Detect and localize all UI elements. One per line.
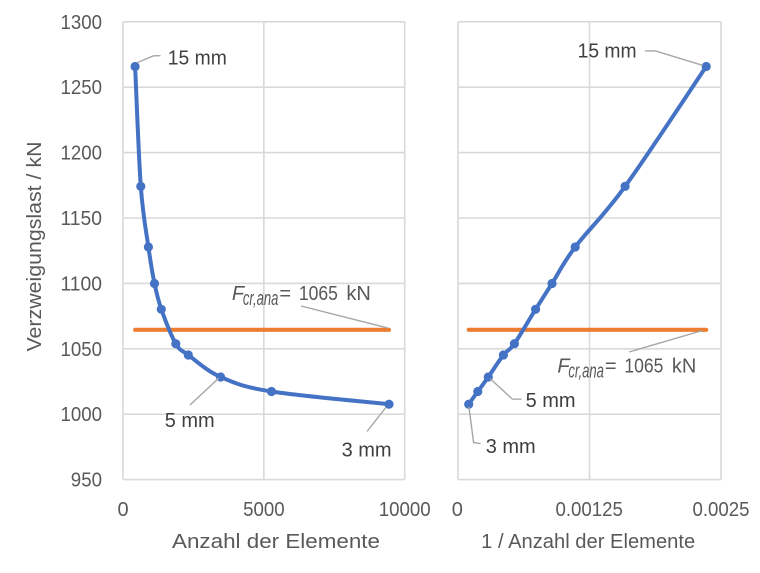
svg-text:950: 950 — [71, 470, 102, 492]
svg-text:15 mm: 15 mm — [578, 41, 637, 63]
svg-text:=: = — [605, 355, 617, 377]
svg-text:kN: kN — [346, 283, 370, 305]
svg-text:=: = — [279, 283, 291, 305]
svg-text:1250: 1250 — [61, 77, 103, 99]
svg-text:0: 0 — [117, 499, 128, 521]
svg-text:F: F — [557, 355, 571, 377]
svg-text:3 mm: 3 mm — [486, 436, 536, 458]
svg-text:1000: 1000 — [61, 404, 103, 426]
svg-text:F: F — [232, 283, 246, 305]
svg-text:5000: 5000 — [243, 499, 285, 521]
svg-text:1300: 1300 — [61, 12, 103, 34]
svg-text:Verzweigungslast / kN: Verzweigungslast / kN — [24, 142, 46, 352]
svg-text:1100: 1100 — [61, 273, 103, 295]
svg-text:1200: 1200 — [61, 143, 103, 165]
svg-text:5 mm: 5 mm — [165, 410, 215, 432]
svg-text:3 mm: 3 mm — [342, 440, 392, 462]
svg-text:0.00125: 0.00125 — [556, 499, 623, 521]
svg-text:0: 0 — [452, 499, 463, 521]
svg-text:5 mm: 5 mm — [526, 390, 576, 412]
svg-text:15 mm: 15 mm — [168, 47, 227, 69]
svg-text:1065: 1065 — [299, 283, 338, 305]
svg-text:1150: 1150 — [61, 208, 103, 230]
svg-text:kN: kN — [672, 355, 696, 377]
svg-text:10000: 10000 — [379, 499, 431, 521]
svg-text:1065: 1065 — [624, 355, 663, 377]
svg-text:Anzahl der Elemente: Anzahl der Elemente — [172, 531, 380, 553]
svg-text:cr,ana: cr,ana — [243, 288, 279, 310]
svg-text:1 / Anzahl der Elemente: 1 / Anzahl der Elemente — [481, 531, 695, 553]
svg-text:1050: 1050 — [61, 339, 103, 361]
svg-text:cr,ana: cr,ana — [568, 360, 604, 382]
svg-text:0.0025: 0.0025 — [693, 499, 750, 521]
